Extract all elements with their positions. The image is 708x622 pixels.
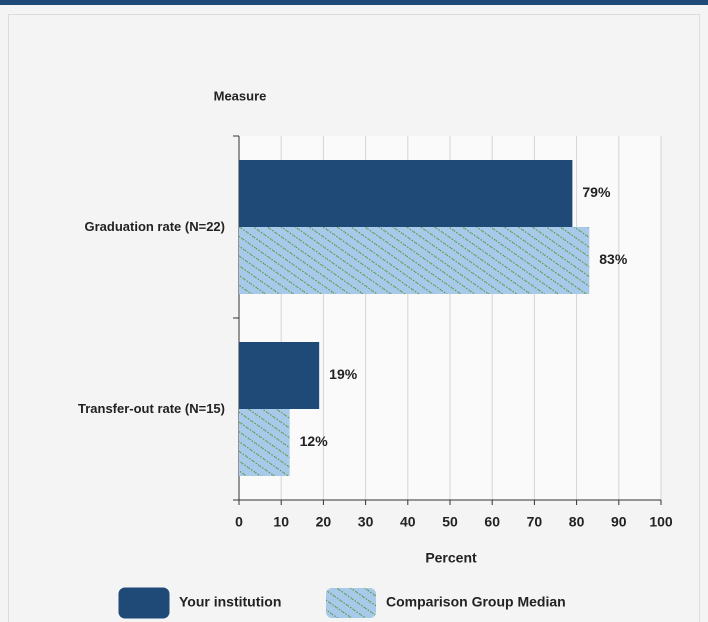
bar bbox=[239, 409, 290, 476]
bar bbox=[239, 160, 573, 227]
category-axis-title: Measure bbox=[214, 88, 267, 103]
category-label: Graduation rate (N=22) bbox=[84, 219, 225, 234]
x-tick-label: 60 bbox=[484, 514, 500, 530]
value-label: 79% bbox=[582, 184, 611, 200]
category-label: Transfer-out rate (N=15) bbox=[77, 401, 225, 416]
value-label: 19% bbox=[329, 366, 358, 382]
value-label: 12% bbox=[300, 433, 329, 449]
x-tick-label: 0 bbox=[235, 514, 243, 530]
bar bbox=[239, 342, 320, 409]
x-tick-label: 30 bbox=[358, 514, 374, 530]
value-label: 83% bbox=[599, 251, 628, 267]
x-tick-label: 100 bbox=[649, 514, 673, 530]
bar bbox=[239, 227, 590, 294]
top-bar bbox=[0, 0, 708, 5]
x-tick-label: 50 bbox=[442, 514, 458, 530]
x-tick-label: 20 bbox=[316, 514, 332, 530]
x-tick-label: 70 bbox=[527, 514, 543, 530]
x-tick-label: 40 bbox=[400, 514, 416, 530]
x-axis-title: Percent bbox=[425, 550, 477, 566]
legend-label: Comparison Group Median bbox=[386, 594, 566, 610]
frame bbox=[8, 14, 700, 622]
legend-swatch bbox=[118, 587, 170, 619]
legend-swatch bbox=[326, 588, 376, 618]
x-tick-label: 10 bbox=[273, 514, 289, 530]
legend-label: Your institution bbox=[179, 594, 281, 610]
x-tick-label: 90 bbox=[611, 514, 627, 530]
x-tick-label: 80 bbox=[569, 514, 585, 530]
